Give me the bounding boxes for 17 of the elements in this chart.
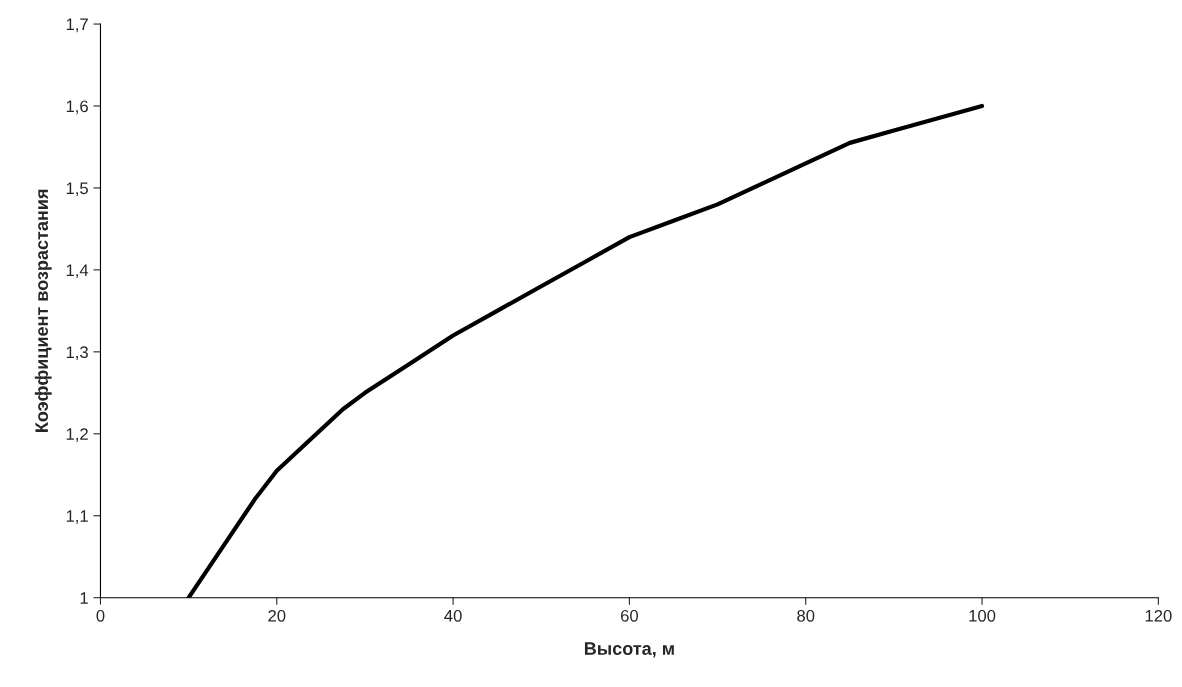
x-tick-label: 0 (96, 609, 105, 622)
y-tick-label: 1,4 (66, 264, 89, 279)
y-axis-title: Коэффициент возрастания (34, 189, 52, 432)
y-tick-label: 1,7 (66, 18, 88, 33)
x-tick-label: 120 (1145, 609, 1172, 622)
x-tick-label: 60 (620, 609, 639, 622)
y-tick-label: 1,2 (66, 428, 88, 442)
y-tick-label: 1,6 (66, 100, 88, 115)
y-tick-label: 1,3 (66, 346, 88, 361)
y-tick-label: 1,1 (66, 510, 88, 524)
x-tick-label: 80 (797, 609, 815, 622)
x-tick-label: 100 (969, 609, 996, 622)
x-tick-label: 40 (444, 609, 462, 622)
y-tick-label: 1,5 (66, 182, 88, 197)
y-tick-label: 1 (80, 592, 88, 604)
x-tick-label: 20 (268, 609, 286, 622)
x-axis-title: Высота, м (584, 642, 674, 658)
